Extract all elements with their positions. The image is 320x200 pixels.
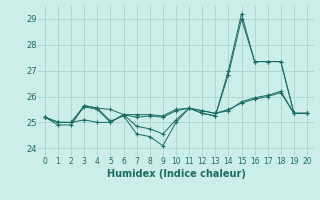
X-axis label: Humidex (Indice chaleur): Humidex (Indice chaleur)	[107, 169, 245, 179]
